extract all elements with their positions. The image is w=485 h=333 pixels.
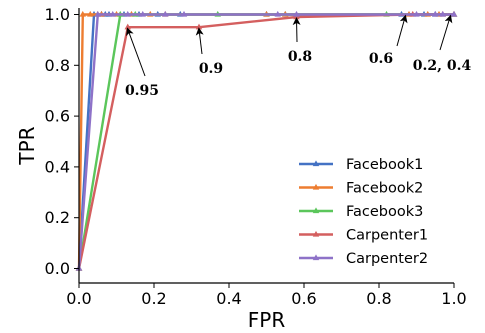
annotation-arrow bbox=[126, 27, 146, 77]
data-point bbox=[109, 10, 116, 17]
data-point bbox=[162, 10, 169, 17]
legend-label: Facebook1 bbox=[346, 157, 423, 173]
ticks: 0.0 0.2 0.4 0.6 0.8 1.0 0.0 0.2 0.4 0.6 0.8 1.0 bbox=[45, 5, 467, 308]
x-tick-label: 0.2 bbox=[141, 289, 166, 308]
x-tick-label: 0.8 bbox=[366, 289, 391, 308]
legend-label: Carpenter1 bbox=[346, 228, 428, 244]
annotation-label: 0.95 bbox=[125, 83, 159, 99]
legend-swatch-marker bbox=[312, 230, 320, 237]
legend-item-facebook3: Facebook3 bbox=[299, 204, 423, 220]
legend-swatch-marker bbox=[312, 183, 320, 190]
y-axis-label: TPR bbox=[15, 126, 39, 165]
annotation-arrow bbox=[396, 14, 408, 47]
data-point bbox=[87, 10, 94, 17]
annotation-arrow bbox=[195, 27, 204, 55]
annotations: 0.95 0.9 0.8 0.6 0.2, 0.4 bbox=[125, 14, 472, 99]
legend-item-facebook2: Facebook2 bbox=[299, 181, 423, 197]
legend-item-carpenter1: Carpenter1 bbox=[299, 228, 428, 244]
y-tick-label: 0.4 bbox=[45, 157, 70, 176]
annotation-label: 0.8 bbox=[288, 49, 312, 65]
annotation-label: 0.9 bbox=[199, 61, 223, 77]
data-point bbox=[413, 10, 420, 17]
legend-item-facebook1: Facebook1 bbox=[299, 157, 423, 173]
legend-label: Facebook3 bbox=[346, 204, 423, 220]
y-tick-label: 0.6 bbox=[45, 107, 70, 126]
legend-label: Carpenter2 bbox=[346, 251, 428, 267]
annotation-arrow bbox=[439, 14, 453, 51]
legend-swatch-marker bbox=[312, 207, 320, 214]
data-point bbox=[124, 10, 131, 17]
x-tick-label: 1.0 bbox=[441, 289, 466, 308]
legend-swatch-marker bbox=[312, 254, 320, 261]
annotation-label: 0.2, 0.4 bbox=[413, 58, 472, 74]
annotation-arrow bbox=[292, 17, 301, 43]
axes bbox=[78, 8, 454, 284]
y-tick-label: 1.0 bbox=[45, 5, 70, 24]
series-carpenter2 bbox=[75, 10, 458, 271]
data-point bbox=[94, 10, 101, 17]
data-point bbox=[180, 10, 188, 17]
data-point bbox=[293, 10, 300, 17]
data-point bbox=[450, 10, 458, 17]
data-point bbox=[274, 10, 281, 17]
y-tick-label: 0.8 bbox=[45, 56, 70, 75]
data-point bbox=[432, 10, 439, 17]
x-axis-label: FPR bbox=[248, 308, 286, 332]
data-point bbox=[439, 10, 446, 17]
annotation-label: 0.6 bbox=[369, 51, 393, 67]
legend-label: Facebook2 bbox=[346, 181, 423, 197]
legend-swatch-marker bbox=[312, 160, 320, 167]
legend: Facebook1 Facebook2 Facebook3 Carpenter1 Car… bbox=[299, 157, 428, 267]
data-point bbox=[139, 10, 146, 17]
y-tick-label: 0.0 bbox=[45, 259, 70, 278]
y-tick-label: 0.2 bbox=[45, 208, 70, 227]
legend-item-carpenter2: Carpenter2 bbox=[299, 251, 428, 267]
data-point bbox=[79, 10, 86, 17]
x-tick-label: 0.4 bbox=[216, 289, 241, 308]
x-tick-label: 0.6 bbox=[291, 289, 316, 308]
x-tick-label: 0.0 bbox=[66, 289, 91, 308]
